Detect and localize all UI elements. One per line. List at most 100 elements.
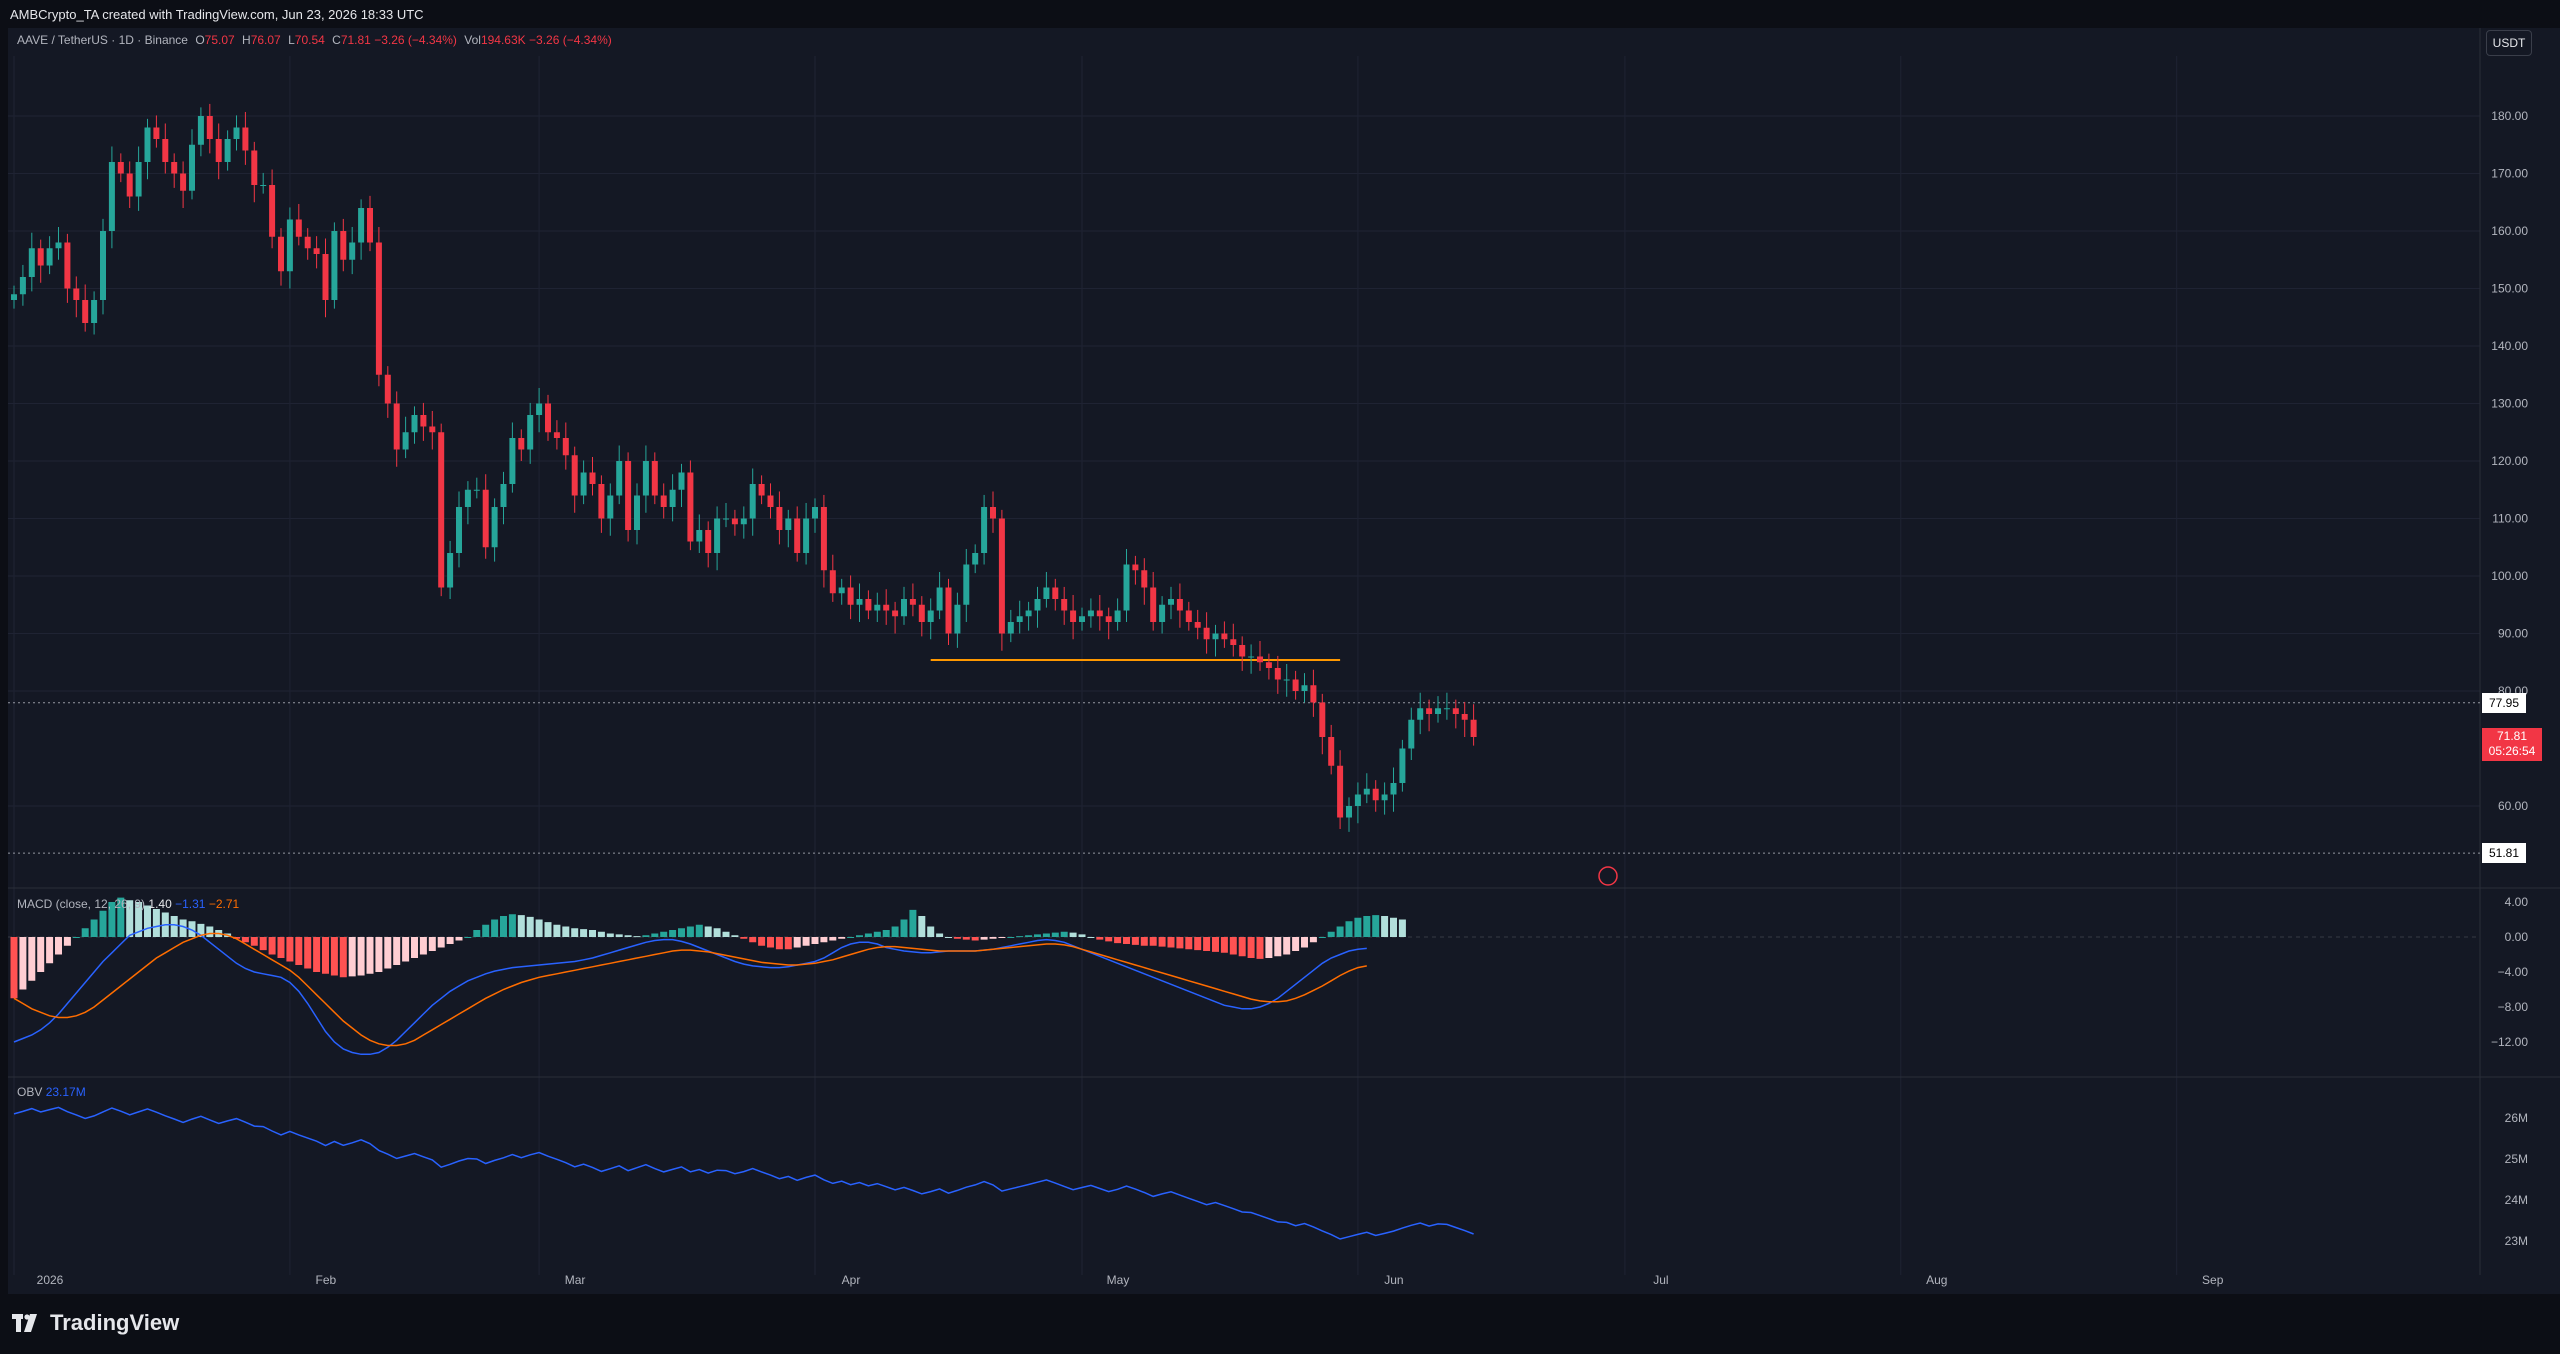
macd-histogram-bar [1274,937,1282,957]
close-value: 71.81 [340,33,371,47]
candle-body [749,484,756,519]
macd-histogram-bar [793,937,801,948]
chart-area[interactable] [8,28,2560,1294]
macd-histogram-bar [1318,937,1326,938]
candle-body [1337,765,1344,818]
candle-body [1203,627,1210,640]
macd-histogram-bar [838,937,846,939]
macd-histogram-bar [856,935,863,937]
macd-histogram-bar [1025,935,1033,937]
macd-pane [8,897,2480,1056]
candle-body [1310,685,1317,703]
candle-body [1372,788,1379,801]
tradingview-logo[interactable]: TradingView [12,1310,179,1336]
macd-histogram-bar [135,902,143,937]
macd-histogram-bar [651,933,659,937]
macd-line-value: 1.40 [148,897,172,911]
macd-tick-label: −4.00 [2498,965,2529,979]
candle-body [527,415,534,450]
macd-histogram-bar [900,919,908,937]
macd-histogram-bar [571,928,579,937]
price-tick-label: 160.00 [2491,224,2528,238]
candle-body [1159,604,1166,622]
price-tick-label: 60.00 [2498,799,2528,813]
candle-body [117,162,124,174]
macd-histogram-bar [455,937,463,941]
macd-histogram-bar [1229,937,1237,955]
macd-histogram-bar [606,933,614,937]
macd-histogram-bar [446,937,454,944]
macd-histogram-bar [55,937,62,955]
candle-body [215,139,222,162]
candle-body [767,495,774,507]
candle-body [73,288,80,300]
candle-body [1470,719,1477,737]
candle-body [518,438,525,450]
obv-line [13,1106,1474,1240]
macd-histogram-bar [1238,937,1246,957]
macd-histogram-bar [357,937,365,976]
macd-histogram-bar [660,931,668,937]
macd-histogram-bar [544,922,552,937]
obv-tick-label: 26M [2505,1111,2528,1125]
candle-body [349,242,356,260]
candle-body [46,248,53,266]
macd-histogram-bar [980,937,988,940]
candle-body [456,507,462,553]
macd-tick-label: −12.00 [2491,1035,2528,1049]
candle-body [829,570,836,594]
candle-body [580,472,587,496]
candle-body [972,553,979,565]
volume-value: 194.63K [480,33,526,47]
macd-histogram-bar [927,926,935,937]
candle-body [411,415,418,433]
price-tick-label: 100.00 [2491,569,2528,583]
candle-body [304,236,311,249]
time-tick-label: Jun [1384,1273,1403,1287]
macd-label[interactable]: MACD (close, 12, 26, 9) [17,897,146,911]
macd-histogram-bar [90,919,98,937]
macd-histogram-bar [437,937,445,948]
macd-histogram-bar [829,937,837,941]
macd-histogram-bar [322,937,329,974]
macd-histogram-bar [1203,937,1211,951]
macd-histogram-bar [615,934,623,937]
candle-body [998,518,1005,634]
candle-body [696,530,703,542]
tradingview-icon [12,1314,37,1332]
candle-body [1168,599,1174,605]
macd-histogram-bar [580,929,588,937]
currency-button[interactable]: USDT [2486,30,2532,56]
obv-label[interactable]: OBV [17,1085,43,1099]
candle-body [1417,708,1424,720]
candle-body [562,438,569,456]
macd-tick-label: −8.00 [2498,1000,2529,1014]
macd-histogram-bar [330,937,338,976]
volume-change-value: −3.26 (−4.34%) [529,33,612,47]
candle-body [669,489,676,507]
price-tick-label: 180.00 [2491,109,2528,123]
macd-histogram-bar [909,909,917,937]
macd-histogram-bar [847,937,855,938]
macd-histogram-bar [767,937,774,948]
candle-body [1052,587,1059,599]
macd-histogram-bar [971,937,979,941]
candle-body [100,231,106,300]
candle-body [1061,599,1068,611]
candle-body [358,208,365,243]
candle-body [598,484,605,519]
low-value: 70.54 [294,33,325,47]
candle-body [714,518,721,553]
candle-body [990,507,996,519]
symbol-name[interactable]: AAVE / TetherUS · 1D · Binance [17,33,188,47]
candle-body [144,127,151,162]
candle-body [1399,748,1406,783]
macd-histogram-bar [233,937,240,939]
macd-histogram-bar [1301,937,1308,948]
candle-body [1346,806,1352,818]
macd-histogram-bar [482,924,490,937]
macd-histogram-bar [695,924,703,937]
macd-histogram-bar [704,926,712,937]
candle-body [785,518,792,530]
